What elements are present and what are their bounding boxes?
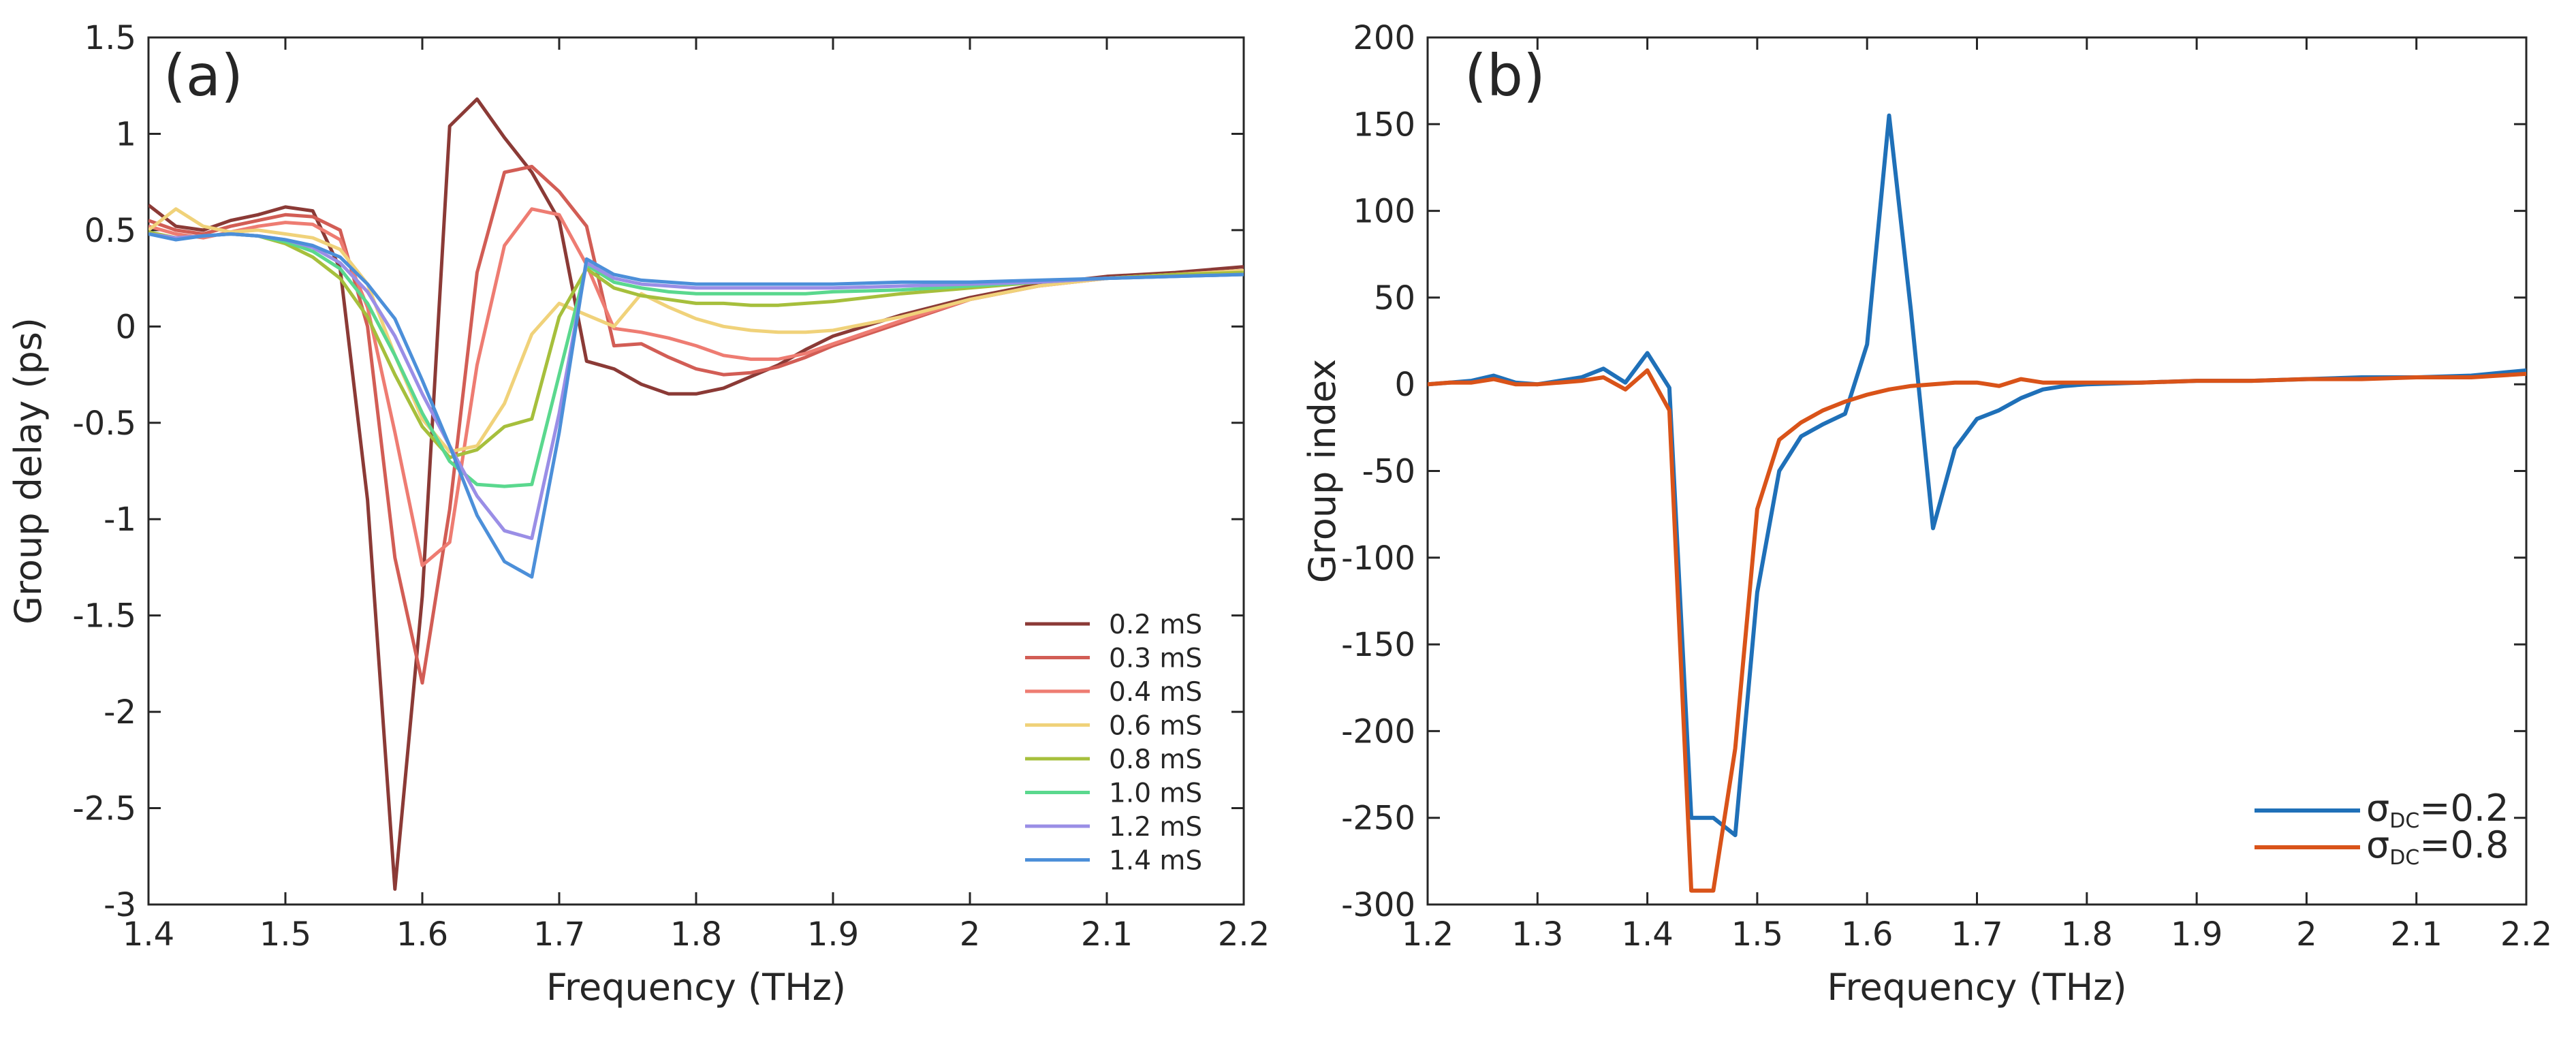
chart-panel-b: 1.2 1.3 1.4 1.5 1.6 1.7 1.8 1.9 2 2.1 2.2 200 150 100… [1301, 19, 2552, 1009]
y-axis-label: Group index [1301, 359, 1344, 583]
legend-entry: 1.0 mS [1109, 778, 1202, 809]
y-tick-label: -3 [104, 886, 136, 924]
legend-subscript: DC [2389, 846, 2419, 870]
y-tick-label: 1 [115, 115, 136, 153]
x-tick-label: 2.1 [1081, 915, 1133, 954]
y-tick-label: -1.5 [72, 597, 136, 635]
y-tick-label: 1.5 [84, 19, 136, 57]
x-tick-label: 1.8 [2061, 915, 2113, 954]
legend-entry: 1.2 mS [1109, 812, 1202, 843]
y-tick-label: -1 [104, 501, 136, 539]
series-line-1-4-ms [148, 232, 1244, 579]
series-line-0-4-ms [148, 207, 1244, 567]
x-tick-label: 1.6 [396, 915, 448, 954]
x-tick-label: 2 [2296, 915, 2317, 954]
x-tick-label: 1.3 [1511, 915, 1563, 954]
x-axis-label: Frequency (THz) [546, 966, 846, 1009]
x-tick-label: 2 [960, 915, 981, 954]
legend-entry: 0.2 mS [1109, 610, 1202, 640]
x-tick-label: 1.5 [1731, 915, 1783, 954]
y-tick-label: -100 [1341, 539, 1415, 578]
x-axis-label: Frequency (THz) [1827, 966, 2126, 1009]
y-tick-label: 0.5 [84, 212, 136, 250]
y-tick-label: 100 [1353, 193, 1415, 231]
x-tick-label: 1.2 [1402, 915, 1454, 954]
y-tick-label: -300 [1341, 886, 1415, 924]
legend: 0.2 mS 0.3 mS0.4 mS0.6 mS0.8 mS1.0 mS1.2 … [1025, 610, 1202, 877]
y-tick-label: 200 [1353, 19, 1415, 57]
y-tick-label: 0 [1394, 366, 1415, 404]
legend-entry: σDC=0.2 [2366, 787, 2509, 833]
legend-subscript: DC [2389, 809, 2419, 833]
legend-symbol: σ [2366, 787, 2389, 830]
panel-label: (a) [163, 42, 243, 109]
y-tick-label: -0.5 [72, 405, 136, 443]
x-tick-label: 2.1 [2391, 915, 2443, 954]
series-line--dc-0-2 [1428, 113, 2526, 838]
legend-entry: 0.6 mS [1109, 711, 1202, 742]
x-tick-label: 1.4 [1621, 915, 1673, 954]
y-tick-label: -50 [1362, 453, 1415, 491]
y-tick-label: 150 [1353, 106, 1415, 144]
x-tick-label: 2.2 [2500, 915, 2552, 954]
legend-entry: 0.3 mS [1109, 644, 1202, 674]
y-tick-label: -200 [1341, 712, 1415, 751]
x-tick-label: 1.9 [2171, 915, 2222, 954]
y-axis-label: Group delay (ps) [7, 317, 50, 625]
legend-entry: 0.4 mS [1109, 677, 1202, 708]
y-tick-label: -250 [1341, 800, 1415, 838]
chart-panel-a: 1.4 1.5 1.6 1.7 1.8 1.9 2 2.1 2.2 1.5 1 0.5 0 -0.5 -1 -… [7, 19, 1270, 1009]
panel-label: (b) [1464, 42, 1545, 109]
legend-value: =0.8 [2419, 823, 2509, 866]
x-tick-label: 1.8 [670, 915, 722, 954]
axes-box [1426, 36, 2528, 906]
legend-entry: σDC=0.8 [2366, 823, 2509, 870]
x-tick-label: 1.4 [123, 915, 174, 954]
y-tick-label: -2 [104, 693, 136, 732]
y-tick-label: 0 [115, 308, 136, 346]
y-tick-label: 50 [1374, 279, 1415, 317]
y-tick-label: -150 [1341, 626, 1415, 664]
series-line-0-3-ms [148, 165, 1244, 685]
x-tick-label: 1.5 [260, 915, 311, 954]
y-tick-label: -2.5 [72, 790, 136, 828]
x-tick-label: 1.6 [1841, 915, 1893, 954]
legend-entry: 1.4 mS [1109, 846, 1202, 877]
series-line-0-8-ms [148, 230, 1244, 460]
axes-box [147, 36, 1245, 906]
legend-symbol: σ [2366, 823, 2389, 866]
series-line-0-6-ms [148, 207, 1244, 454]
x-tick-label: 1.9 [807, 915, 859, 954]
x-tick-label: 1.7 [1951, 915, 2002, 954]
series-line-1-0-ms [148, 232, 1244, 488]
x-tick-label: 1.7 [533, 915, 585, 954]
x-tick-label: 2.2 [1218, 915, 1270, 954]
legend-value: =0.2 [2419, 787, 2509, 830]
legend-entry: 0.8 mS [1109, 744, 1202, 775]
series-line--dc-0-8 [1428, 368, 2526, 893]
